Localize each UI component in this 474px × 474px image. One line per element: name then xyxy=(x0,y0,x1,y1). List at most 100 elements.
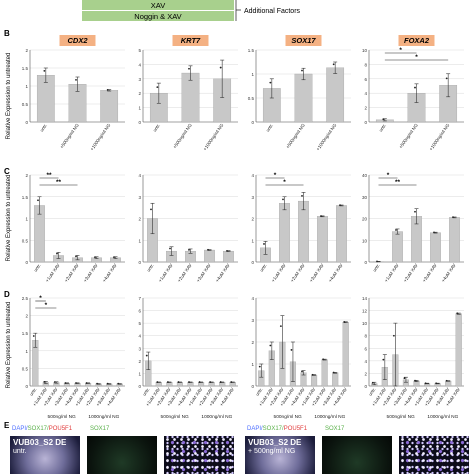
data-point xyxy=(371,381,374,384)
chart-title: KRT7 xyxy=(181,36,201,45)
data-point xyxy=(445,77,448,80)
chart-b-3: SOX17 0 0.5 1 1.5 untr. +500ng/ml NG +1000ng/ml… xyxy=(248,35,351,152)
significance-star: * xyxy=(387,172,390,179)
chart-b-1: CDX2 0 0.5 1 1.5 2 untr. +500ng/ml NG +1000ng/ml… xyxy=(22,35,125,152)
data-point xyxy=(53,381,56,383)
y-tick-label: 2 xyxy=(251,340,254,345)
ylabel-row-b: Relative Expression to untreated xyxy=(6,53,12,140)
chart-title-box xyxy=(398,35,435,46)
y-tick-label: 3 xyxy=(251,195,254,200)
bar xyxy=(223,250,234,263)
data-point xyxy=(435,382,438,385)
x-tick-label: +2uM XAV xyxy=(289,263,305,283)
y-tick-label: 10 xyxy=(362,48,368,53)
micrograph-right-sox17 xyxy=(322,436,392,474)
y-tick-label: 0 xyxy=(25,260,28,265)
data-point xyxy=(226,249,228,252)
data-point xyxy=(282,198,284,201)
bar xyxy=(294,73,313,123)
y-tick-label: 1 xyxy=(138,106,141,111)
chart-title: SOX17 xyxy=(291,36,316,45)
data-point xyxy=(32,335,35,337)
x-tick-label: untr. xyxy=(378,123,387,133)
y-tick-label: 0 xyxy=(138,260,141,265)
significance-star: ** xyxy=(46,172,52,179)
y-tick-label: 0 xyxy=(251,120,254,125)
y-tick-label: 4 xyxy=(364,359,367,364)
factor-row-noggin-xav xyxy=(82,11,234,21)
right-condition-label: + 500ng/ml NG xyxy=(248,448,296,455)
y-tick-label: 1 xyxy=(25,84,28,89)
x-tick-label: untr. xyxy=(259,263,268,273)
data-point xyxy=(145,354,148,357)
bar xyxy=(455,313,462,387)
data-point xyxy=(75,78,77,81)
y-tick-label: 0 xyxy=(138,384,141,389)
data-point xyxy=(395,229,397,231)
chart-title-box xyxy=(59,35,96,46)
data-point xyxy=(392,334,395,337)
x-tick-label: untr. xyxy=(254,387,263,397)
left-condition-label: untr. xyxy=(13,448,27,455)
significance-star: * xyxy=(39,295,42,302)
data-point xyxy=(403,377,406,380)
y-tick-label: 3 xyxy=(251,318,254,323)
y-tick-label: 0.5 xyxy=(22,366,29,371)
y-tick-label: 1 xyxy=(25,217,28,222)
y-tick-label: 0 xyxy=(138,120,141,125)
left-stain-label: DAPI/SOX17/POU5F1 xyxy=(12,426,72,432)
y-tick-label: 30 xyxy=(362,195,368,200)
x-tick-label: +4uM XAV xyxy=(214,263,230,283)
group-label: 1000ng/ml NG xyxy=(88,414,119,420)
x-tick-label: untr. xyxy=(33,263,42,273)
y-tick-label: 5 xyxy=(138,48,141,53)
y-tick-label: 0 xyxy=(25,384,28,389)
data-point xyxy=(64,382,67,384)
y-tick-label: 14 xyxy=(362,296,368,301)
data-point xyxy=(43,380,46,383)
x-tick-label: untr. xyxy=(146,263,155,273)
right-stain-label: DAPI/SOX17/POU5F1 xyxy=(247,426,307,432)
left-stain-sox17: SOX17/ xyxy=(27,426,49,432)
y-tick-label: 10 xyxy=(362,238,368,243)
y-tick-label: 2 xyxy=(138,217,141,222)
data-point xyxy=(198,381,201,383)
data-point xyxy=(301,69,303,72)
y-tick-label: 6 xyxy=(364,346,367,351)
y-tick-label: 0 xyxy=(251,260,254,265)
y-tick-label: 3 xyxy=(138,346,141,351)
data-point xyxy=(188,67,190,70)
data-point xyxy=(219,381,222,383)
y-tick-label: 1.5 xyxy=(22,195,29,200)
x-tick-label: untr. xyxy=(39,123,48,133)
charts-layer: CDX2 0 0.5 1 1.5 2 untr. +500ng/ml NG +1000ng/ml… xyxy=(22,35,464,420)
data-point xyxy=(376,260,378,263)
data-point xyxy=(424,382,427,385)
y-tick-label: 7 xyxy=(138,296,141,301)
y-tick-label: 4 xyxy=(138,334,141,339)
right-stain-pou5f1: POU5F1 xyxy=(283,426,308,432)
chart-c-3: 0 1 2 3 4 untr. +1uM XAV +2uM XAV +3uM XAV +4uM X… xyxy=(251,172,351,283)
data-point xyxy=(445,379,448,382)
y-tick-label: 8 xyxy=(364,62,367,67)
group-label: 500ng/ml NG xyxy=(161,414,190,420)
bracket-label: Additional Factors xyxy=(244,8,301,15)
chart-b-2: KRT7 0 1 2 3 4 5 untr. +500ng/ml NG +1000ng/ml NG xyxy=(138,35,238,152)
x-tick-label: +1uM XAV xyxy=(44,263,60,283)
chart-c-4: 0 10 20 30 40 untr. +1uM XAV +2uM XAV +3uM XAV +4… xyxy=(362,172,464,283)
y-tick-label: 2 xyxy=(251,217,254,222)
y-tick-label: 0.5 xyxy=(248,96,255,101)
micrograph-right-merged xyxy=(245,436,315,474)
micrograph-left-merged xyxy=(10,436,80,474)
data-point xyxy=(433,231,435,234)
chart-c-1: 0 0.5 1 1.5 2 untr. +1uM XAV +2uM XAV +3uM XAV +4… xyxy=(22,172,125,283)
y-tick-label: 2 xyxy=(25,173,28,178)
data-point xyxy=(188,248,190,251)
y-tick-label: 0.5 xyxy=(22,102,29,107)
data-point xyxy=(106,88,109,91)
data-point xyxy=(96,382,99,385)
x-tick-label: +1000ng/ml NG xyxy=(89,122,112,151)
bar xyxy=(279,203,290,263)
